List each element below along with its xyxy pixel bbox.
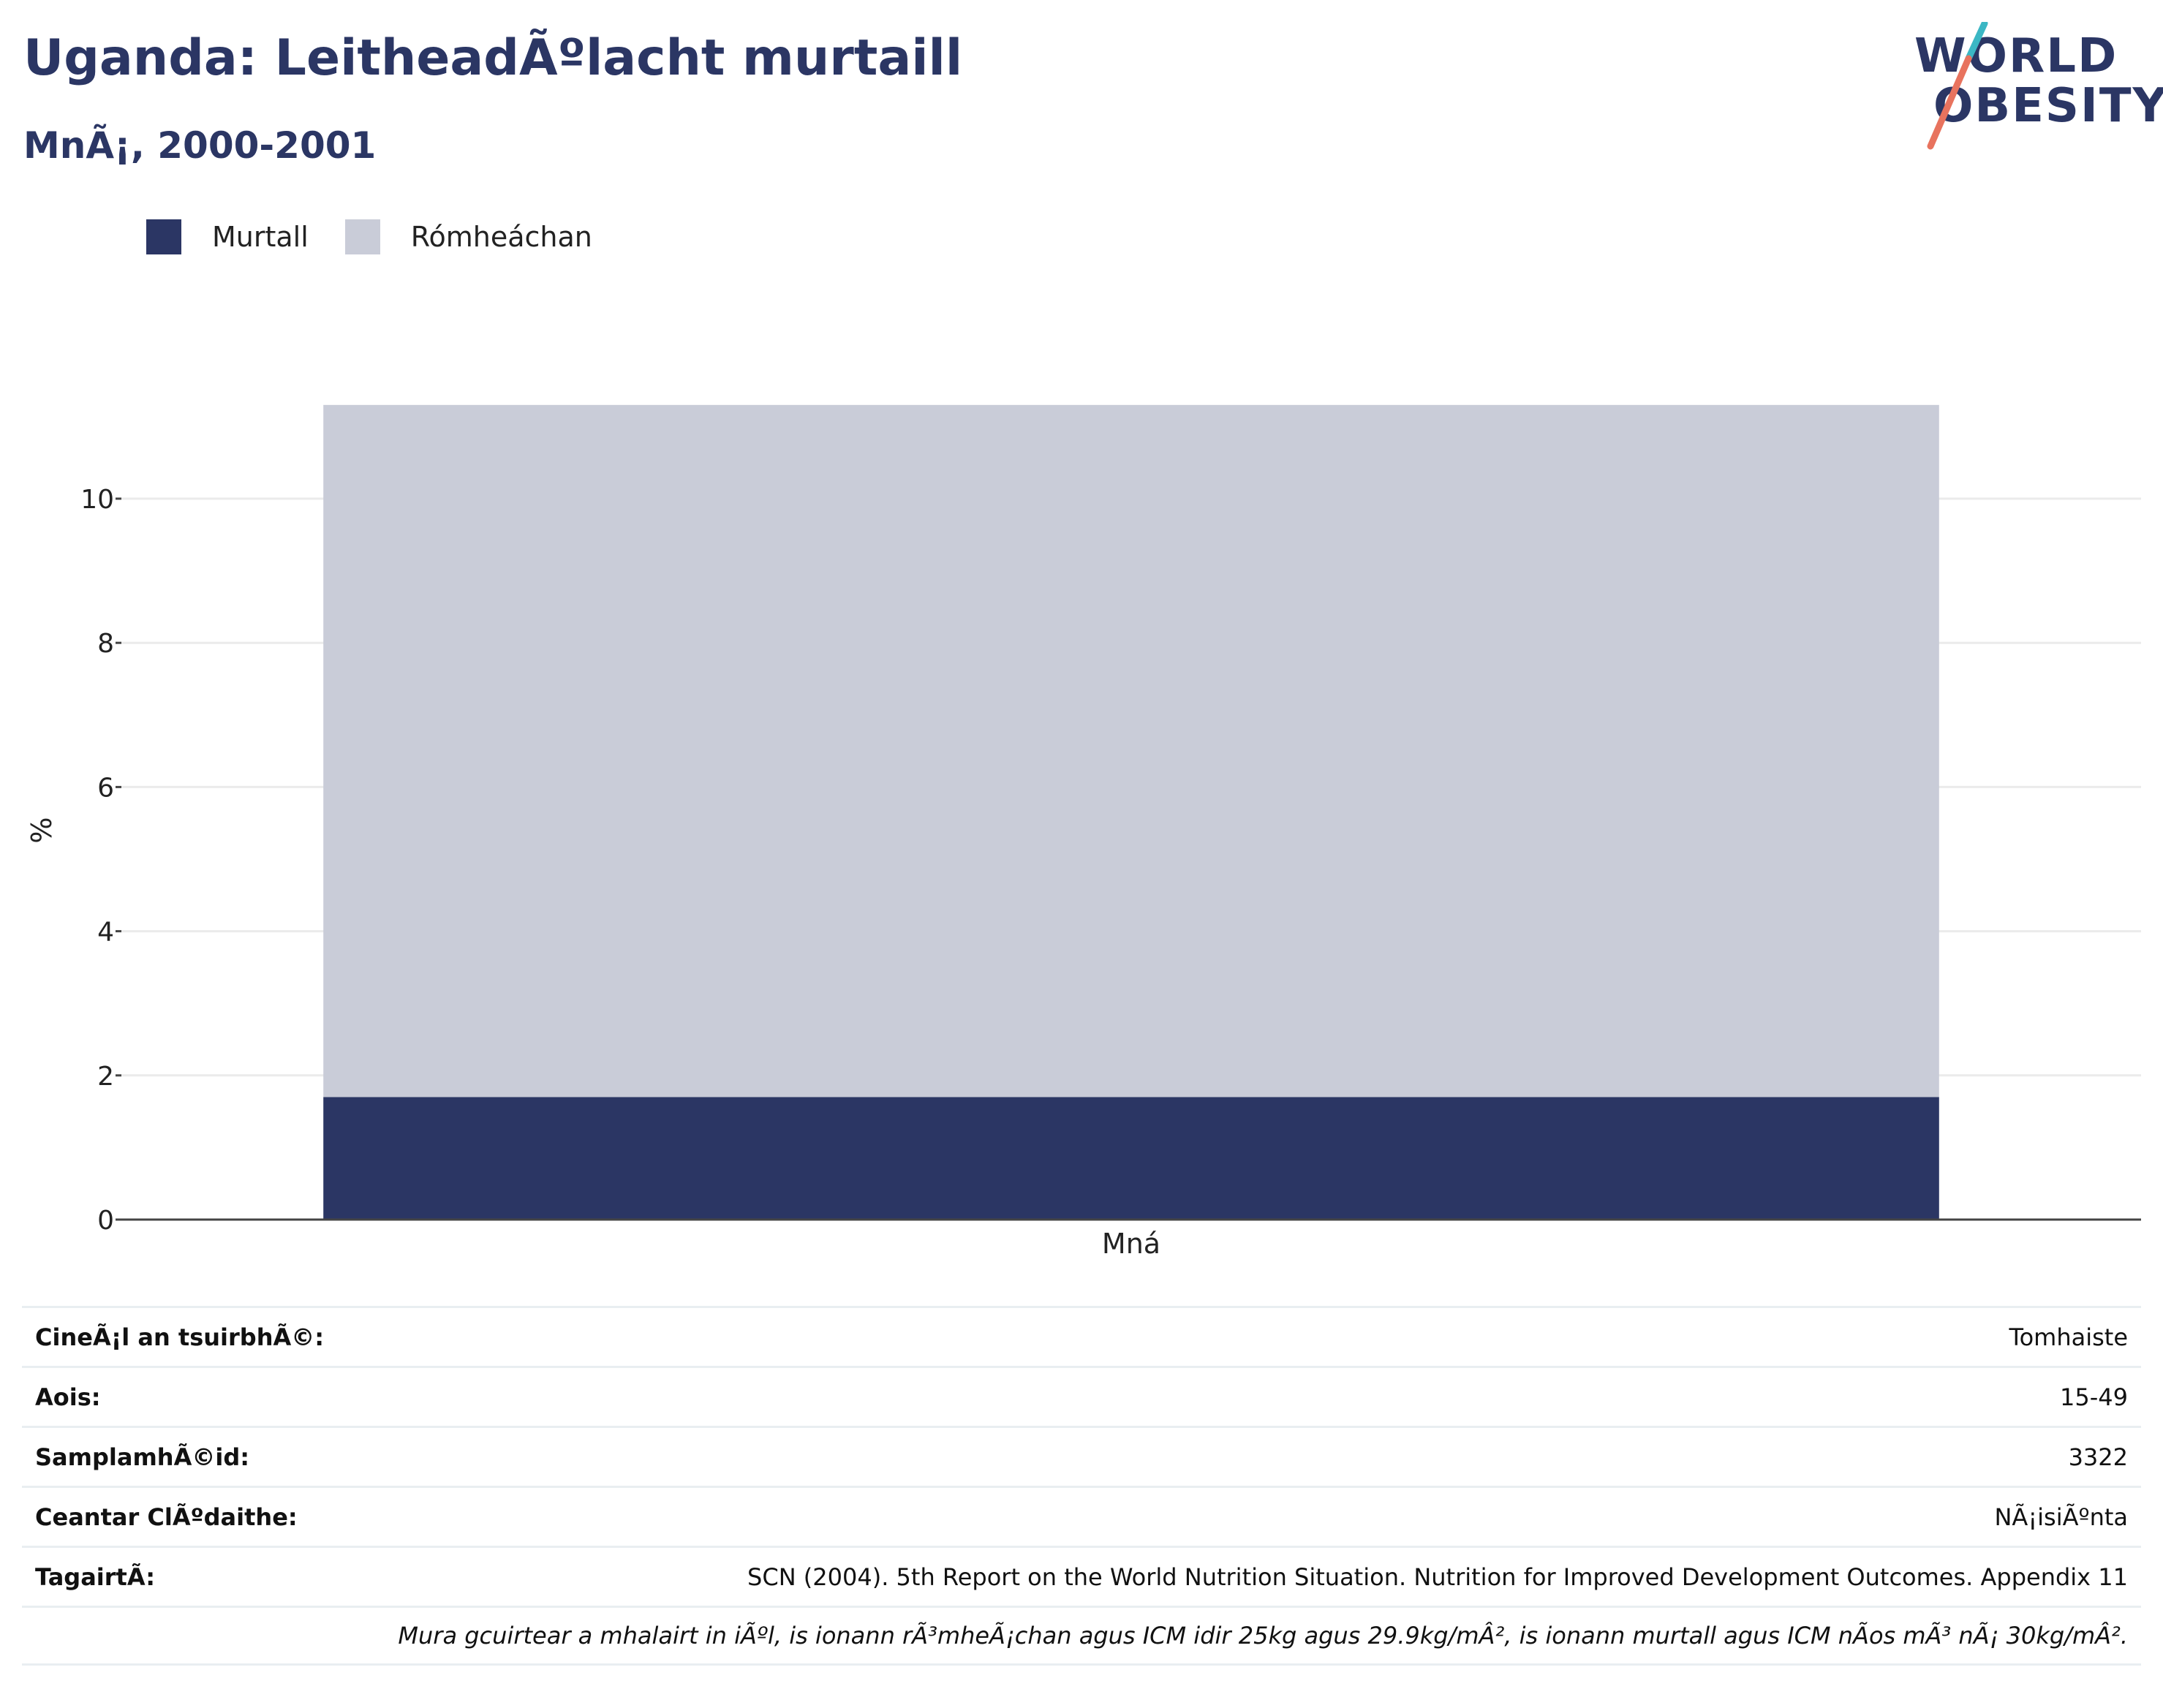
info-table: CineÃ¡l an tsuirbhÃ©: Tomhaiste Aois: 15…: [22, 1306, 2141, 1666]
logo-line-1: WORLD: [1914, 29, 2118, 83]
legend-item-obese[interactable]: Murtall: [146, 219, 309, 254]
y-tick-label: 6: [97, 773, 114, 803]
info-label: Aois:: [35, 1383, 101, 1411]
y-tick-label: 10: [80, 485, 114, 515]
info-label: TagairtÃ:: [35, 1562, 155, 1591]
y-tick-label: 0: [97, 1206, 114, 1236]
logo-slash-icon: [1927, 22, 1988, 150]
info-value: 3322: [2068, 1443, 2128, 1471]
info-label: CineÃ¡l an tsuirbhÃ©:: [35, 1323, 325, 1351]
chart-legend: Murtall Rómheáchan: [146, 216, 629, 257]
legend-item-overweight[interactable]: Rómheáchan: [344, 219, 592, 254]
info-value: NÃ¡isiÃºnta: [1994, 1503, 2128, 1531]
info-label: Ceantar ClÃºdaithe:: [35, 1503, 298, 1531]
info-note-text: Mura gcuirtear a mhalairt in iÃºl, is io…: [398, 1622, 2128, 1650]
bar-segment-overweight: [323, 404, 1939, 1097]
page-title: Uganda: LeitheadÃºlacht murtaill: [23, 29, 963, 87]
page-subtitle: MnÃ¡, 2000-2001: [23, 124, 377, 167]
legend-label-overweight: Rómheáchan: [410, 221, 592, 253]
world-obesity-logo: WORLD OBESITY: [1909, 22, 2163, 154]
legend-swatch-obese: [146, 219, 181, 254]
y-axis-label: %: [26, 817, 58, 844]
info-row-reference: TagairtÃ: SCN (2004). 5th Report on the …: [22, 1546, 2141, 1606]
bar-chart: 0 2 4 6 8 10% Mná: [26, 404, 2141, 1260]
info-label: SamplamhÃ©id:: [35, 1443, 250, 1471]
bar-segment-obese: [323, 1097, 1939, 1220]
info-value: SCN (2004). 5th Report on the World Nutr…: [747, 1562, 2128, 1591]
y-tick-label: 8: [97, 629, 114, 659]
logo-line-2: OBESITY: [1933, 79, 2163, 133]
x-category-label: Mná: [1102, 1228, 1160, 1260]
info-row-area-covered: Ceantar ClÃºdaithe: NÃ¡isiÃºnta: [22, 1486, 2141, 1546]
info-row-survey-type: CineÃ¡l an tsuirbhÃ©: Tomhaiste: [22, 1306, 2141, 1366]
info-row-sample-size: SamplamhÃ©id: 3322: [22, 1426, 2141, 1486]
legend-label-obese: Murtall: [212, 221, 309, 253]
y-tick-label: 2: [97, 1062, 114, 1092]
info-note: Mura gcuirtear a mhalairt in iÃºl, is io…: [22, 1606, 2141, 1666]
info-value: Tomhaiste: [2009, 1323, 2128, 1351]
y-tick-label: 4: [97, 918, 114, 948]
legend-swatch-overweight: [344, 219, 380, 254]
info-value: 15-49: [2060, 1383, 2128, 1411]
info-row-age: Aois: 15-49: [22, 1366, 2141, 1426]
